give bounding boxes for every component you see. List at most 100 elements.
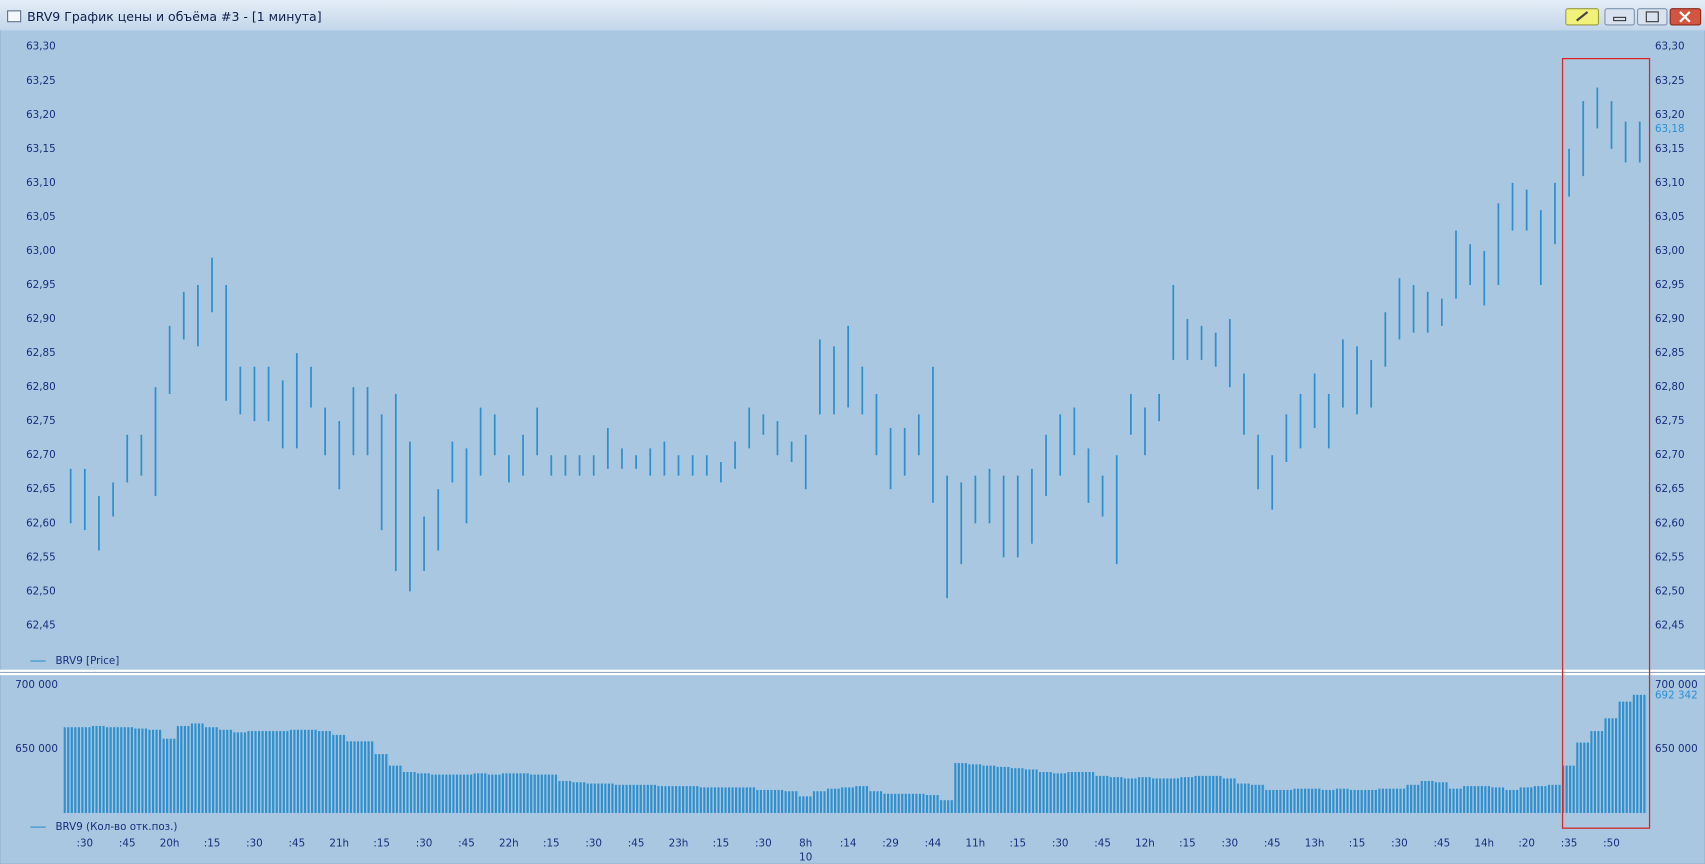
plot-layer: 62,45 62,45 62,50 62,50 62,55 62,55 62,60 62,60…: [15, 41, 1697, 864]
x-tick-label: :20: [1518, 837, 1535, 849]
x-tick-label: :30: [755, 837, 772, 849]
close-icon: [1679, 11, 1691, 23]
y-tick-label: 62,90: [26, 313, 56, 325]
x-tick-label: :50: [1603, 837, 1620, 849]
volume-bar: [954, 763, 969, 813]
y-tick-label-right: 63,20: [1655, 109, 1685, 121]
volume-bar: [1067, 772, 1082, 813]
volume-bar: [289, 729, 304, 813]
volume-bar: [148, 729, 163, 813]
volume-bar: [1321, 789, 1336, 813]
link-icon: [1576, 11, 1589, 22]
x-tick-label: :29: [882, 837, 899, 849]
volume-bar: [1632, 694, 1647, 813]
x-tick-label: :15: [1009, 837, 1026, 849]
x-tick-label: 12h: [1135, 837, 1155, 849]
volume-bar: [1533, 786, 1548, 813]
volume-bar: [1590, 731, 1605, 813]
y-tick-label: 63,30: [26, 41, 56, 53]
y-tick-label: 63,25: [26, 75, 56, 87]
x-tick-label: 22h: [499, 837, 519, 849]
volume-bar: [1279, 789, 1294, 813]
volume-bar: [1406, 784, 1421, 813]
volume-bar: [134, 728, 149, 813]
volume-bar: [346, 741, 361, 813]
y-tick-label: 63,10: [26, 177, 56, 189]
y-tick-label: 62,80: [26, 381, 56, 393]
volume-bar: [1053, 773, 1068, 813]
y-tick-label-right: 62,90: [1655, 313, 1685, 325]
volume-bar: [869, 791, 884, 813]
legend-label: BRV9 (Кол-во отк.поз.): [55, 821, 177, 833]
y-tick-label-right: 62,85: [1655, 347, 1685, 359]
minimize-button[interactable]: [1604, 8, 1635, 26]
volume-bar: [897, 793, 912, 813]
volume-bar: [968, 764, 983, 813]
volume-bar: [303, 729, 319, 813]
y-tick-label-right: 62,95: [1655, 279, 1685, 291]
volume-bar: [657, 786, 672, 813]
volume-bar: [1463, 786, 1478, 813]
y-tick-label: 62,60: [26, 517, 56, 529]
volume-bar: [1109, 777, 1124, 813]
x-tick-label: :30: [1391, 837, 1408, 849]
volume-bar: [63, 727, 78, 813]
x-tick-label: :45: [119, 837, 136, 849]
volume-bar: [190, 723, 205, 813]
y-tick-label-right: 62,60: [1655, 517, 1685, 529]
volume-bar: [713, 787, 728, 813]
x-tick-label: :30: [585, 837, 602, 849]
volume-bar: [176, 725, 191, 813]
volume-bar: [544, 774, 559, 813]
x-tick-label: :35: [1561, 837, 1578, 849]
volume-bar: [1434, 782, 1449, 813]
volume-bar: [1307, 788, 1322, 813]
volume-bar: [247, 731, 262, 813]
volume-bar: [487, 774, 502, 813]
y-tick-label-right: 63,15: [1655, 143, 1685, 155]
y-tick-label: 62,85: [26, 347, 56, 359]
maximize-button[interactable]: [1637, 8, 1668, 26]
volume-bar: [1222, 778, 1237, 813]
y-tick-label: 63,05: [26, 211, 56, 223]
volume-bar: [1123, 778, 1138, 813]
volume-bar: [1293, 788, 1308, 813]
x-tick-label: :15: [543, 837, 560, 849]
y-tick-label-right: 63,00: [1655, 245, 1685, 257]
x-tick-label: :15: [1349, 837, 1366, 849]
volume-bar: [1038, 772, 1054, 813]
last-value-label: 63,18: [1655, 123, 1685, 135]
y-tick-label-right: 650 000: [1655, 743, 1698, 755]
volume-bar: [1265, 789, 1280, 813]
minimize-icon: [1613, 16, 1627, 22]
volume-bar: [1335, 788, 1350, 813]
x-tick-label: :45: [1094, 837, 1111, 849]
volume-bar: [1208, 775, 1223, 813]
volume-bar: [784, 791, 799, 813]
y-tick-label-right: 62,55: [1655, 551, 1685, 563]
volume-bar: [374, 754, 389, 813]
y-tick-label: 62,95: [26, 279, 56, 291]
x-tick-label: 11h: [966, 837, 986, 849]
volume-bar: [332, 734, 347, 813]
y-tick-label: 62,50: [26, 585, 56, 597]
y-tick-label-right: 62,50: [1655, 585, 1685, 597]
volume-bar: [402, 772, 418, 813]
x-tick-label: :45: [458, 837, 475, 849]
volume-bar: [883, 793, 898, 813]
volume-bar: [1491, 787, 1506, 813]
volume-bar: [572, 782, 587, 813]
volume-bar: [756, 789, 771, 813]
window-title: BRV9 График цены и объёма #3 - [1 минута…: [27, 9, 321, 24]
volume-bar: [1137, 777, 1153, 813]
volume-bar: [360, 741, 375, 813]
volume-bar: [417, 773, 432, 813]
x-tick-label: :44: [925, 837, 942, 849]
y-tick-label: 62,55: [26, 551, 56, 563]
volume-bar: [643, 784, 658, 813]
volume-bar: [1392, 788, 1407, 813]
volume-bar: [685, 786, 700, 813]
volume-bar: [318, 731, 333, 813]
x-tick-label: :15: [713, 837, 730, 849]
